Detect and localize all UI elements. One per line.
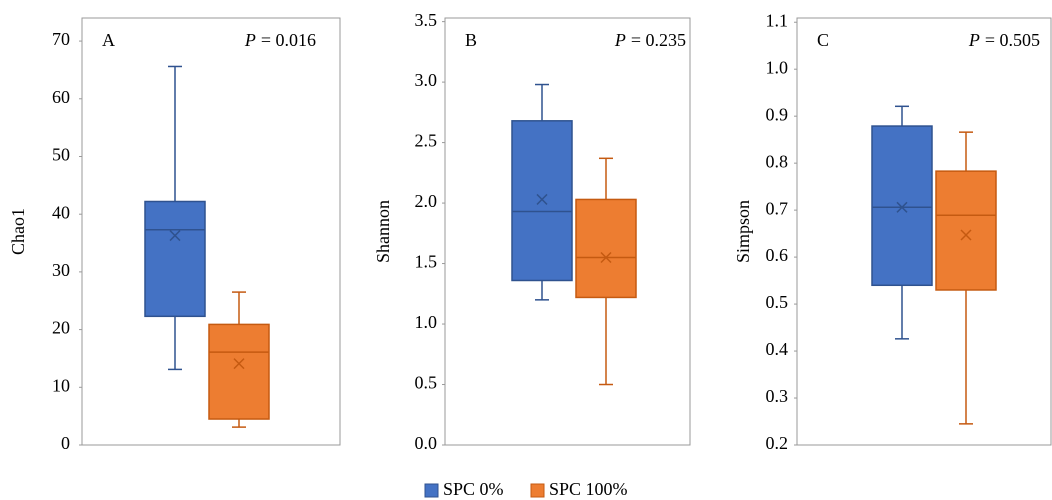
mean-marker — [600, 251, 612, 264]
p-value-text: = 0.235 — [631, 30, 686, 50]
y-axis-label: Shannon — [373, 200, 393, 263]
plot-frame — [444, 17, 691, 446]
p-value-text: = 0.505 — [985, 30, 1040, 50]
mean-marker — [233, 358, 245, 370]
legend-label: SPC 100% — [549, 479, 628, 499]
box — [511, 120, 573, 282]
y-tick-label: 1.1 — [766, 10, 789, 30]
legend-label: SPC 0% — [443, 479, 504, 499]
mean-marker — [896, 201, 908, 213]
box — [935, 170, 997, 291]
y-tick-label: 10 — [52, 375, 70, 395]
p-value: P = 0.016 — [244, 30, 316, 50]
mean-marker — [960, 229, 972, 241]
y-tick-label: 0 — [61, 433, 70, 453]
y-tick-label: 0.9 — [766, 104, 789, 124]
y-tick-label: 1.0 — [766, 57, 789, 77]
y-tick-label: 0.0 — [415, 433, 438, 453]
y-tick-label: 30 — [52, 260, 70, 280]
y-tick-label: 0.5 — [415, 373, 438, 393]
legend-swatch — [424, 483, 439, 498]
y-tick-label: 3.0 — [415, 70, 438, 90]
y-tick-label: 0.3 — [766, 386, 789, 406]
y-tick-label: 2.5 — [415, 131, 438, 151]
box — [144, 200, 206, 318]
mean-marker — [169, 230, 181, 242]
y-axis-label: Chao1 — [8, 208, 28, 255]
p-value: P = 0.505 — [968, 30, 1040, 50]
p-symbol: P — [968, 30, 980, 50]
y-tick-label: 1.0 — [415, 312, 438, 332]
y-tick-label: 0.5 — [766, 292, 789, 312]
p-symbol: P — [244, 30, 256, 50]
box — [575, 198, 637, 299]
y-tick-label: 0.6 — [766, 245, 789, 265]
y-axis-label: Simpson — [733, 200, 753, 263]
box — [871, 125, 933, 287]
y-tick-label: 40 — [52, 202, 70, 222]
y-tick-label: 3.5 — [415, 10, 438, 30]
y-tick-label: 0.4 — [766, 339, 789, 359]
panel-label: C — [817, 30, 829, 50]
y-tick-label: 2.0 — [415, 191, 438, 211]
plot-frame — [81, 17, 341, 446]
panel-label: B — [465, 30, 477, 50]
p-symbol: P — [614, 30, 626, 50]
legend-swatch — [530, 483, 545, 498]
y-tick-label: 60 — [52, 87, 70, 107]
p-value-text: = 0.016 — [261, 30, 316, 50]
y-tick-label: 1.5 — [415, 252, 438, 272]
y-tick-label: 0.2 — [766, 433, 789, 453]
plot-frame — [796, 17, 1052, 446]
y-tick-label: 0.7 — [766, 198, 789, 218]
mean-marker — [536, 193, 548, 205]
panel-label: A — [102, 30, 115, 50]
y-tick-label: 20 — [52, 318, 70, 338]
y-tick-label: 50 — [52, 145, 70, 165]
p-value: P = 0.235 — [614, 30, 686, 50]
y-tick-label: 0.8 — [766, 151, 789, 171]
box — [208, 323, 270, 420]
y-tick-label: 70 — [52, 29, 70, 49]
